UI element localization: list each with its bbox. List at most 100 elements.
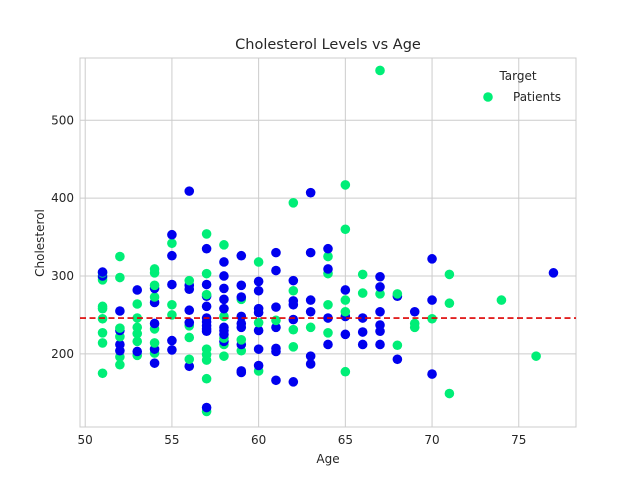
data-point <box>167 345 177 355</box>
data-point <box>444 388 455 399</box>
data-point <box>253 344 264 354</box>
data-point <box>288 296 299 306</box>
y-axis-label: Cholesterol <box>33 209 47 277</box>
data-point <box>323 339 333 350</box>
data-point <box>115 251 125 262</box>
data-point <box>184 186 195 196</box>
data-point <box>375 289 385 299</box>
data-point <box>288 324 299 335</box>
y-tick-labels: 200 300 400 500 <box>51 113 74 361</box>
data-point <box>253 257 264 267</box>
data-point <box>375 271 385 282</box>
x-tick-label: 75 <box>511 433 526 447</box>
data-point <box>97 267 108 277</box>
data-point <box>201 289 212 300</box>
data-point <box>305 187 316 198</box>
data-point <box>149 358 160 368</box>
data-point <box>357 313 368 323</box>
data-point <box>323 264 333 274</box>
data-point <box>167 299 177 310</box>
data-point <box>184 361 195 372</box>
data-point <box>184 332 195 343</box>
data-point <box>201 229 212 239</box>
grid <box>80 58 576 427</box>
data-point <box>201 301 212 312</box>
x-tick-label: 60 <box>251 433 266 447</box>
data-point <box>305 351 316 361</box>
data-point <box>236 335 247 345</box>
legend-marker <box>483 92 493 102</box>
data-point <box>288 197 299 208</box>
data-point <box>375 282 385 292</box>
data-point <box>167 229 177 240</box>
data-point <box>271 247 281 258</box>
data-point <box>392 289 403 299</box>
data-point <box>271 315 281 326</box>
data-point <box>288 342 299 352</box>
data-point <box>184 275 195 286</box>
data-point <box>149 292 160 302</box>
data-point <box>253 276 264 287</box>
data-point <box>132 285 143 295</box>
data-point <box>115 272 125 283</box>
data-point <box>305 322 316 333</box>
data-point <box>288 314 299 325</box>
data-point <box>201 279 212 290</box>
data-point <box>340 224 351 235</box>
data-point <box>340 180 351 190</box>
data-point <box>271 343 281 354</box>
plot-frame <box>79 57 577 428</box>
data-point <box>201 344 212 354</box>
data-point <box>323 299 333 310</box>
data-point <box>201 243 212 254</box>
data-point <box>323 243 333 254</box>
data-point <box>409 318 420 329</box>
data-point <box>427 254 437 264</box>
legend-title: Target <box>498 69 536 83</box>
data-point <box>288 275 299 286</box>
data-point <box>496 295 507 305</box>
data-point <box>219 271 229 281</box>
data-point <box>288 377 299 387</box>
data-point <box>375 306 385 317</box>
data-point <box>357 327 368 337</box>
y-tick-label: 200 <box>51 347 74 361</box>
data-point <box>115 339 125 350</box>
data-point <box>149 280 160 291</box>
data-point <box>340 285 351 295</box>
data-point <box>253 285 264 296</box>
data-point <box>253 317 264 328</box>
data-point <box>201 268 212 279</box>
data-point <box>427 369 437 379</box>
data-point <box>167 238 177 249</box>
data-point <box>271 265 281 276</box>
data-point <box>132 322 143 333</box>
y-tick-label: 300 <box>51 269 74 283</box>
x-tick-label: 55 <box>164 433 179 447</box>
data-point <box>184 354 195 365</box>
data-point <box>219 240 229 250</box>
y-tick-label: 500 <box>51 113 74 127</box>
data-point <box>253 360 264 371</box>
data-point <box>149 338 160 348</box>
legend-entry-patients: Patients <box>513 90 561 104</box>
data-point <box>219 311 229 322</box>
data-point <box>219 303 229 314</box>
x-tick-label: 50 <box>78 433 93 447</box>
data-point <box>357 269 368 280</box>
data-point <box>288 285 299 296</box>
data-point <box>97 301 108 312</box>
data-point <box>271 322 281 333</box>
data-point <box>444 269 455 280</box>
data-point <box>236 311 247 322</box>
data-point <box>340 295 351 305</box>
data-point <box>115 306 125 316</box>
data-point <box>253 325 264 336</box>
data-point <box>149 318 160 329</box>
data-point <box>271 302 281 312</box>
data-point <box>340 366 351 377</box>
x-tick-label: 70 <box>424 433 439 447</box>
data-points <box>97 65 559 417</box>
